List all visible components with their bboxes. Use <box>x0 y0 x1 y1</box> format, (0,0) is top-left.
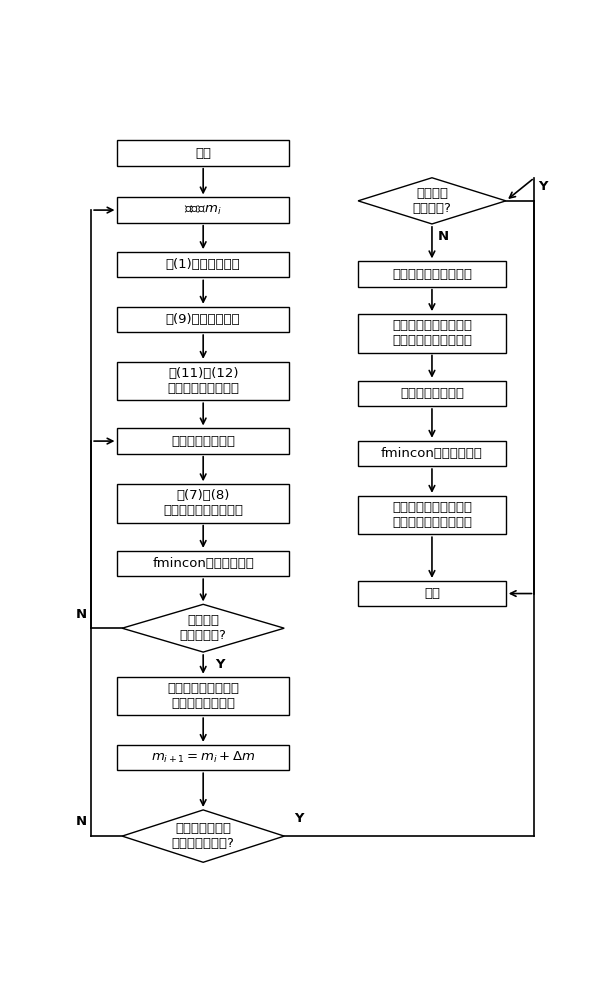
Text: 调制比$m_i$: 调制比$m_i$ <box>184 204 222 217</box>
Text: Y: Y <box>538 180 548 193</box>
FancyBboxPatch shape <box>358 314 506 353</box>
Text: 比较谐波电流畸变率
存储最优开关角度: 比较谐波电流畸变率 存储最优开关角度 <box>167 682 239 710</box>
Polygon shape <box>122 810 284 862</box>
FancyBboxPatch shape <box>117 252 289 277</box>
FancyBboxPatch shape <box>117 197 289 223</box>
FancyBboxPatch shape <box>117 307 289 332</box>
FancyBboxPatch shape <box>358 261 506 287</box>
Text: 遗传算法寻优求解: 遗传算法寻优求解 <box>171 435 235 448</box>
Text: 结束: 结束 <box>424 587 440 600</box>
Text: 式(1)确定开关角数: 式(1)确定开关角数 <box>166 258 240 271</box>
Text: 循环次数
达到设定值?: 循环次数 达到设定值? <box>180 614 226 642</box>
FancyBboxPatch shape <box>358 581 506 606</box>
Text: 式(9)设定目标函数: 式(9)设定目标函数 <box>166 313 240 326</box>
FancyBboxPatch shape <box>117 428 289 454</box>
FancyBboxPatch shape <box>117 677 289 715</box>
FancyBboxPatch shape <box>117 551 289 576</box>
Text: 式(11)，(12)
设定边界和约束条件: 式(11)，(12) 设定边界和约束条件 <box>167 367 239 395</box>
Text: Y: Y <box>215 658 224 671</box>
Text: fmincon函数优化计算: fmincon函数优化计算 <box>153 557 254 570</box>
Polygon shape <box>358 178 506 224</box>
Text: N: N <box>75 815 86 828</box>
Text: fmincon函数优化计算: fmincon函数优化计算 <box>381 447 483 460</box>
Text: 将连续点的开关角度值
作为不连续点的初始值: 将连续点的开关角度值 作为不连续点的初始值 <box>392 319 472 347</box>
Text: $m_{i+1}=m_i+\Delta m$: $m_{i+1}=m_i+\Delta m$ <box>151 750 255 765</box>
Text: N: N <box>438 230 449 243</box>
FancyBboxPatch shape <box>117 745 289 770</box>
Text: 全范围调制比的
开关角度已求解?: 全范围调制比的 开关角度已求解? <box>172 822 234 850</box>
FancyBboxPatch shape <box>358 496 506 534</box>
Text: 开关角度
是否连续?: 开关角度 是否连续? <box>413 187 451 215</box>
FancyBboxPatch shape <box>117 140 289 166</box>
FancyBboxPatch shape <box>358 441 506 466</box>
FancyBboxPatch shape <box>117 362 289 400</box>
Text: Y: Y <box>294 812 303 825</box>
Text: 重新优化所有不连续点
存储更新的开关角度值: 重新优化所有不连续点 存储更新的开关角度值 <box>392 501 472 529</box>
FancyBboxPatch shape <box>358 381 506 406</box>
Text: 重新规划开关角度曲线: 重新规划开关角度曲线 <box>392 267 472 280</box>
Text: 式(7)，(8)
目标函数和非线性约束: 式(7)，(8) 目标函数和非线性约束 <box>163 489 243 517</box>
Polygon shape <box>122 604 284 652</box>
Text: 开始: 开始 <box>195 147 211 160</box>
FancyBboxPatch shape <box>117 484 289 523</box>
Text: 遗传算法寻优求解: 遗传算法寻优求解 <box>400 387 464 400</box>
Text: N: N <box>75 607 86 620</box>
